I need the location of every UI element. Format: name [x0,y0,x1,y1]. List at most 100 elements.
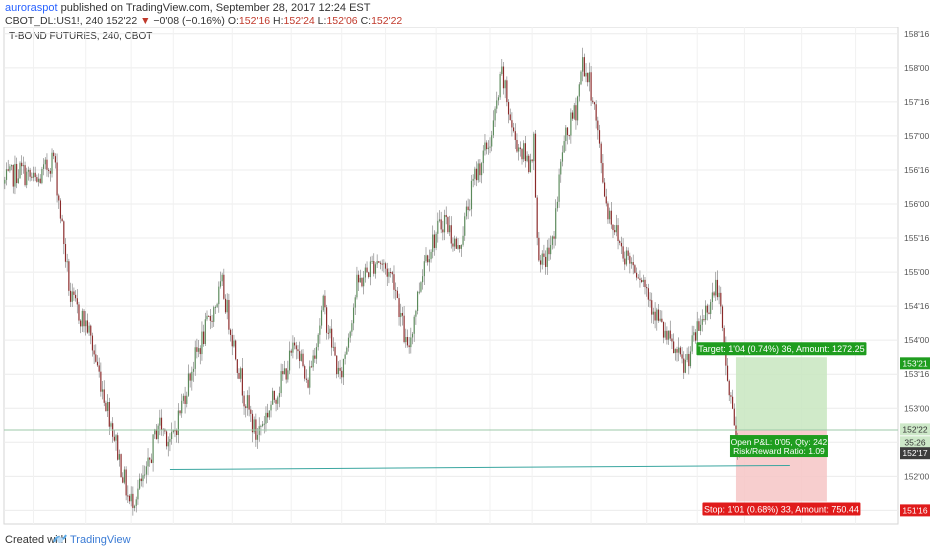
candle-body [351,323,352,332]
candle-body [279,393,280,397]
y-tick-label: 155'16 [904,233,930,243]
candle-body [693,332,694,335]
candle-body [626,251,627,265]
candle-body [120,454,121,477]
tradingview-brand[interactable]: TradingView [70,534,131,546]
candle-body [137,489,138,500]
candle-body [370,261,371,277]
candle-body [555,208,556,238]
chart-header: auroraspot published on TradingView.com,… [0,0,932,28]
candle-body [179,411,180,414]
y-tick-label: 154'16 [904,301,930,311]
change-down-icon: ▼ [140,15,150,27]
candle-body [636,273,637,278]
candle-body [287,370,288,379]
candle-body [621,243,622,246]
candle-body [110,423,111,426]
candle-body [717,280,718,297]
candle-body [629,256,630,264]
x-tick-label: 13:00 [479,528,501,529]
y-tick-label: 153'16 [904,369,930,379]
candle-body [328,333,329,334]
candle-body [459,245,460,249]
candle-body [333,347,334,348]
y-tick-label: 157'16 [904,97,930,107]
candle-body [208,316,209,317]
candle-body [260,426,261,427]
candle-body [457,245,458,249]
candle-body [193,369,194,372]
candle-body [309,366,310,387]
candle-body [115,435,116,440]
candle-body [489,147,490,148]
candle-body [104,389,105,402]
candle-body [633,262,634,265]
candle-body [494,109,495,121]
candle-body [526,156,527,161]
candle-body [185,396,186,404]
candle-body [708,313,709,314]
candle-body [468,207,469,211]
candle-body [500,74,501,97]
candle-body [589,72,590,82]
candle-body [6,169,7,180]
candle-body [437,221,438,234]
price-chart[interactable]: T-BOND FUTURES, 240, CBOT Target: 1'04 (… [0,27,932,529]
candle-body [730,395,731,397]
price-tag: 35:26 [904,437,926,447]
candle-body [8,169,9,170]
candle-body [432,235,433,252]
candle-body [99,365,100,371]
candle-body [319,326,320,335]
candle-body [46,160,47,170]
candle-body [90,326,91,336]
candle-body [126,470,127,496]
candle-body [355,297,356,307]
candle-body [552,236,553,245]
symbol-line: CBOT_DL:US1!, 240 152'22 ▼ −0'08 (−0.16%… [5,15,402,27]
x-tick-label: 14 [381,528,391,529]
candle-body [400,313,401,317]
candle-body [732,397,733,409]
target-label: Target: 1'04 (0.74%) 36, Amount: 1272.25 [698,344,864,354]
candle-body [77,298,78,304]
candle-body [307,380,308,388]
candle-body [715,280,716,296]
candle-body [18,178,19,183]
candle-body [195,347,196,369]
candle-body [628,251,629,256]
candle-body [641,280,642,282]
candle-body [292,343,293,353]
publish-line: auroraspot published on TradingView.com,… [5,2,370,14]
candle-body [454,239,455,247]
author-link[interactable]: auroraspot [5,2,58,14]
candle-body [697,321,698,340]
candle-body [323,296,324,311]
candle-body [186,396,187,404]
candle-body [456,239,457,249]
candle-body [296,345,297,349]
candle-body [102,389,103,391]
candle-body [577,97,578,121]
candle-body [557,202,558,208]
candle-body [409,345,410,347]
candle-body [385,263,386,268]
candle-body [53,153,54,156]
candle-body [515,131,516,140]
candle-body [535,134,536,198]
candle-body [606,196,607,203]
candle-body [70,291,71,302]
candle-body [173,430,174,432]
candle-body [442,229,443,232]
candle-body [471,181,472,209]
candle-body [383,263,384,264]
candle-body [223,275,224,299]
candle-body [464,216,465,235]
candle-body [550,245,551,254]
stop-label: Stop: 1'01 (0.68%) 33, Amount: 750.44 [704,505,859,515]
candle-body [88,326,89,333]
x-tick-label: 18 [642,528,652,529]
candle-body [281,371,282,393]
candle-body [501,67,502,74]
candle-body [105,403,106,411]
